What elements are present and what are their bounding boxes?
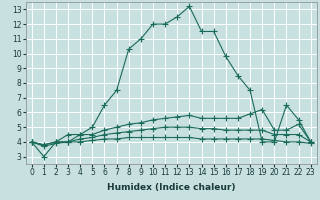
X-axis label: Humidex (Indice chaleur): Humidex (Indice chaleur) bbox=[107, 183, 236, 192]
